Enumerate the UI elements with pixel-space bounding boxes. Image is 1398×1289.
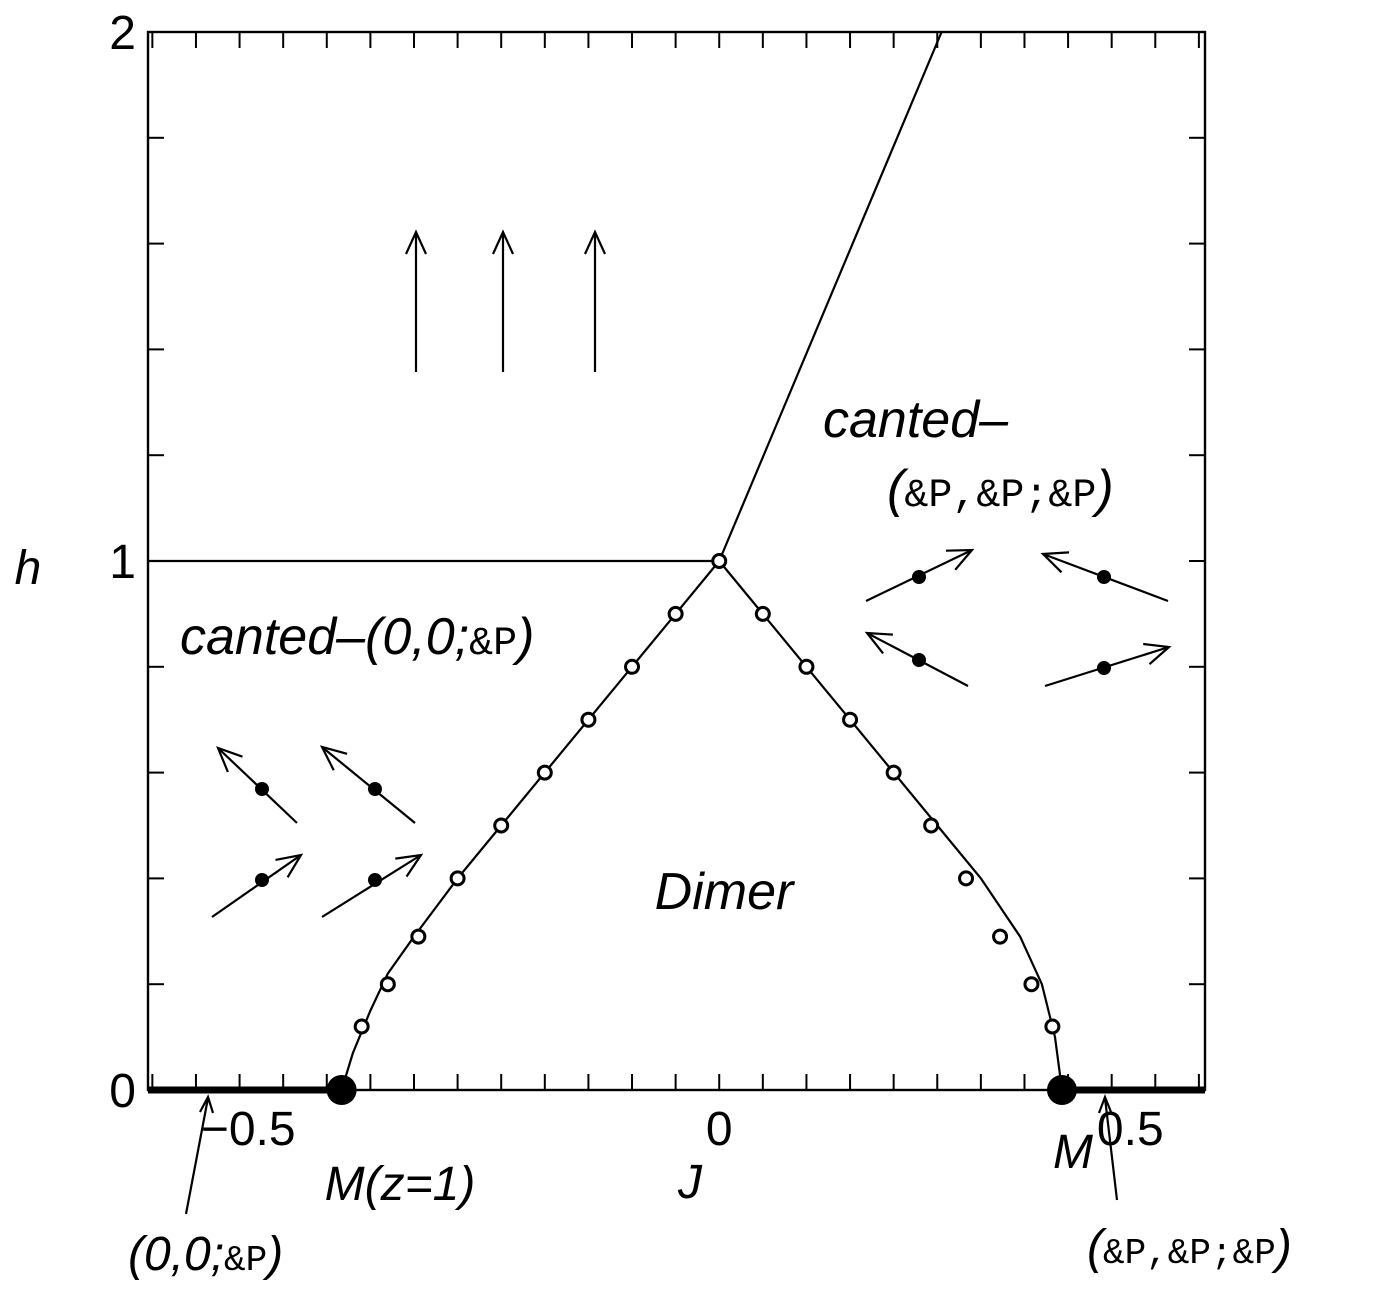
spin-arrow [1044, 642, 1172, 688]
spin-site-dot [255, 873, 269, 887]
spin-site-dot [255, 782, 269, 796]
open-data-point [842, 711, 859, 728]
spin-arrowhead [1143, 642, 1172, 666]
open-data-point [798, 658, 815, 675]
open-data-point [1044, 1018, 1061, 1035]
saturated-spin-arrows [404, 229, 607, 372]
filled-point-m-right [1046, 1075, 1077, 1105]
spin-arrowhead [945, 548, 975, 571]
spin-arrow [211, 853, 304, 918]
open-data-point [580, 711, 597, 728]
spin-diagrams [211, 548, 1172, 918]
spin-arrow [319, 745, 416, 824]
spin-arrow [1040, 551, 1169, 603]
spin-arrowhead [275, 853, 304, 878]
x-axis-title: J [677, 1156, 703, 1209]
up-arrow-3 [583, 229, 607, 372]
boundary-left-dimer-boundary [340, 560, 721, 1091]
spin-site-dot [912, 653, 926, 667]
spin-site-dot [912, 570, 926, 584]
spin-shaft [321, 746, 416, 824]
spin-arrow [321, 853, 424, 918]
x-tick-label: −0.5 [201, 1103, 296, 1156]
y-axis-title: h [15, 542, 42, 595]
open-data-point [624, 658, 641, 675]
open-data-point [885, 764, 902, 781]
segment-label-ppp: (&P,&P;&P) [1087, 1221, 1292, 1274]
spin-site-dot [368, 782, 382, 796]
spin-arrowhead [864, 631, 893, 655]
spin-shaft [211, 854, 302, 918]
spin-arrow [865, 548, 975, 602]
spin-site-dot [1097, 570, 1111, 584]
filled-point-m-left [326, 1075, 357, 1105]
point-label-m-right: M [1053, 1126, 1093, 1179]
region-label-canted-ppp-line1: canted– [823, 391, 1009, 449]
boundary-right-dimer-boundary [718, 560, 1064, 1091]
region-label-canted-00p: canted–(0,0;&P) [180, 608, 534, 667]
y-tick-label: 0 [109, 1065, 136, 1118]
segment-label-00p: (0,0;&P) [128, 1228, 283, 1281]
open-data-point [379, 976, 396, 993]
open-data-point [711, 553, 728, 569]
spin-site-dot [1097, 661, 1111, 675]
data-points [326, 553, 1077, 1105]
spin-arrowhead [395, 853, 424, 878]
spin-arrowhead [216, 746, 243, 773]
open-data-point [667, 605, 684, 622]
region-label-canted-ppp-line2: (&P,&P;&P) [887, 460, 1114, 519]
spin-arrowhead [319, 745, 348, 771]
x-tick-label: 0 [706, 1103, 733, 1156]
phase-boundaries [148, 31, 1205, 1094]
y-tick-label: 1 [109, 536, 136, 589]
y-tick-label: 2 [109, 7, 136, 60]
open-data-point [1023, 976, 1040, 993]
open-data-point [353, 1018, 370, 1035]
pointer-arrow-00p [184, 1094, 215, 1215]
spin-arrowhead [1040, 551, 1070, 574]
spin-arrow [216, 746, 298, 824]
up-arrow-1 [404, 229, 428, 372]
open-data-point [754, 605, 771, 622]
point-label-m-left: M(z=1) [325, 1158, 476, 1211]
open-data-point [449, 870, 466, 887]
spin-site-dot [368, 873, 382, 887]
open-data-point [992, 928, 1009, 945]
boundary-saturation-line-right [718, 31, 943, 562]
region-label-dimer: Dimer [655, 863, 796, 921]
open-data-point [958, 870, 975, 887]
up-arrow-2 [491, 229, 515, 372]
open-data-point [410, 928, 427, 945]
open-data-point [536, 764, 553, 781]
pointer-arrow-ppp [1097, 1093, 1119, 1201]
spin-arrow [864, 631, 969, 687]
open-data-point [493, 817, 510, 834]
open-data-point [923, 817, 940, 834]
